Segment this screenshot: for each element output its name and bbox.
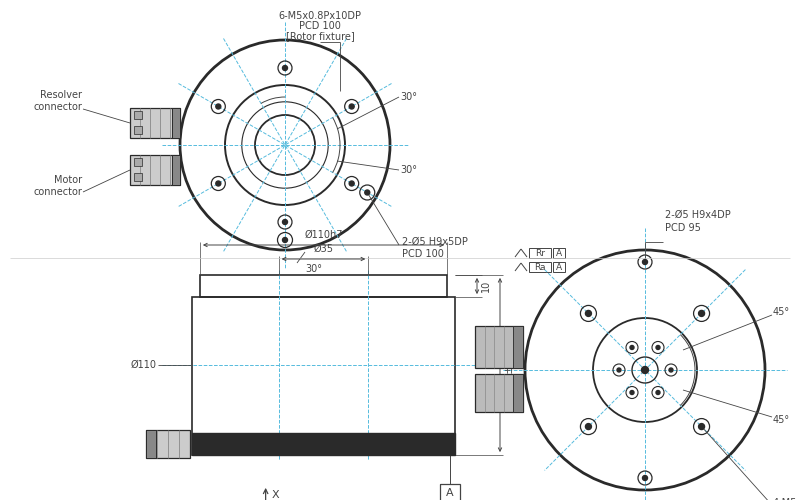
- Circle shape: [617, 368, 621, 372]
- Circle shape: [642, 260, 647, 264]
- Text: 30°: 30°: [400, 165, 417, 175]
- Bar: [146, 430, 190, 458]
- Text: H±0.4: H±0.4: [504, 350, 514, 380]
- Text: Rr: Rr: [535, 248, 545, 258]
- Text: 45°: 45°: [773, 307, 790, 317]
- Bar: [134, 126, 142, 134]
- Circle shape: [630, 390, 634, 394]
- Text: Ra: Ra: [534, 262, 546, 272]
- Bar: [513, 374, 523, 412]
- Circle shape: [698, 310, 705, 316]
- Text: Ø110h7: Ø110h7: [304, 230, 342, 240]
- Text: Resolver
connector: Resolver connector: [33, 90, 82, 112]
- Circle shape: [656, 390, 660, 394]
- Bar: [529, 248, 551, 258]
- Bar: [130, 108, 180, 138]
- Text: 2-Ø5 H9x5DP: 2-Ø5 H9x5DP: [402, 237, 468, 247]
- Bar: [475, 374, 523, 412]
- Bar: [513, 326, 523, 368]
- Circle shape: [282, 66, 287, 70]
- Bar: [192, 433, 455, 455]
- Text: 10: 10: [481, 280, 491, 292]
- Text: PCD 100: PCD 100: [299, 21, 341, 31]
- Circle shape: [642, 366, 649, 374]
- Text: [Rotor fixture]: [Rotor fixture]: [286, 31, 354, 41]
- Text: A: A: [446, 488, 454, 498]
- Bar: [172, 108, 180, 138]
- Bar: [192, 297, 455, 455]
- Text: Ø35: Ø35: [314, 244, 334, 254]
- Circle shape: [282, 238, 287, 242]
- Bar: [529, 262, 551, 272]
- Text: 4-M5x0.8Px10DP: 4-M5x0.8Px10DP: [773, 498, 800, 500]
- Text: Ø110: Ø110: [131, 360, 157, 370]
- Bar: [130, 155, 180, 185]
- Bar: [134, 172, 142, 180]
- Bar: [146, 430, 156, 458]
- Bar: [553, 262, 565, 272]
- Bar: [475, 326, 523, 368]
- Bar: [172, 155, 180, 185]
- Bar: [200, 275, 447, 297]
- Text: 45°: 45°: [773, 415, 790, 425]
- Bar: [553, 248, 565, 258]
- Circle shape: [216, 104, 221, 109]
- Circle shape: [669, 368, 673, 372]
- Circle shape: [365, 190, 370, 195]
- Circle shape: [630, 346, 634, 350]
- Text: 6-M5x0.8Px10DP: 6-M5x0.8Px10DP: [278, 11, 362, 21]
- Circle shape: [656, 346, 660, 350]
- Text: PCD 95: PCD 95: [665, 223, 701, 233]
- Text: X: X: [272, 490, 279, 500]
- Bar: [134, 158, 142, 166]
- Bar: [134, 110, 142, 118]
- Circle shape: [586, 424, 591, 430]
- Circle shape: [216, 181, 221, 186]
- Bar: [440, 484, 460, 500]
- Text: Motor
connector: Motor connector: [33, 175, 82, 197]
- Text: A: A: [556, 262, 562, 272]
- Text: 30°: 30°: [305, 264, 322, 274]
- Text: 2-Ø5 H9x4DP: 2-Ø5 H9x4DP: [665, 210, 730, 220]
- Circle shape: [642, 476, 647, 480]
- Circle shape: [349, 104, 354, 109]
- Circle shape: [349, 181, 354, 186]
- Circle shape: [698, 424, 705, 430]
- Circle shape: [282, 220, 287, 224]
- Circle shape: [586, 310, 591, 316]
- Text: PCD 100: PCD 100: [402, 249, 444, 259]
- Text: A: A: [556, 248, 562, 258]
- Text: 30°: 30°: [400, 92, 417, 102]
